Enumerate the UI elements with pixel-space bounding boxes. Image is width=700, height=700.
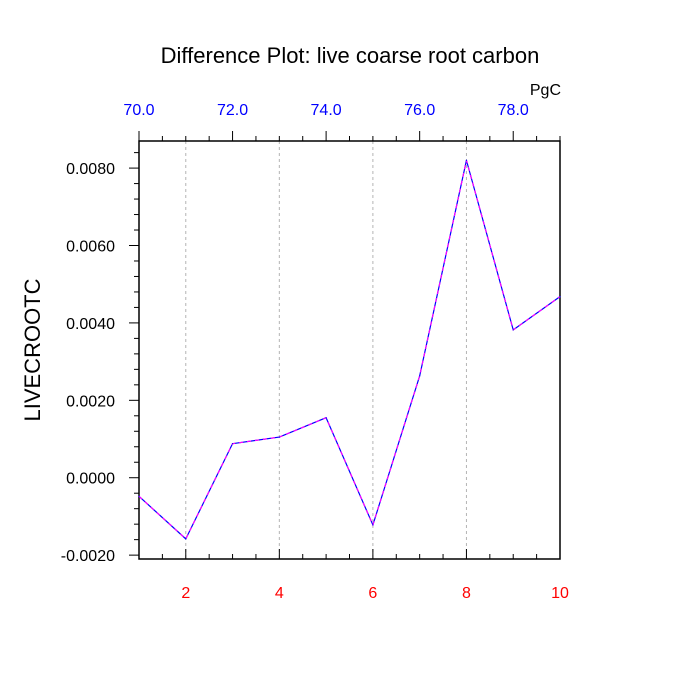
data-point: [325, 417, 327, 419]
series-line-dashed: [138, 160, 561, 540]
x-tick-label: 4: [275, 585, 284, 602]
x-tick-label: 2: [181, 585, 190, 602]
grid-lines: [185, 141, 467, 559]
y-tick-label: 0.0060: [66, 239, 115, 256]
data-point: [185, 538, 187, 540]
axis-ticks: [129, 131, 561, 559]
chart-title: Difference Plot: live coarse root carbon: [161, 43, 540, 68]
top-tick-label: 74.0: [311, 102, 342, 119]
top-tick-label: 70.0: [123, 102, 154, 119]
y-tick-label: 0.0020: [66, 393, 115, 410]
data-point: [512, 329, 514, 331]
x-tick-label: 10: [551, 585, 569, 602]
units-label: PgC: [530, 82, 561, 99]
y-tick-label: 0.0000: [66, 471, 115, 488]
plot-frame: [138, 140, 561, 560]
y-axis-label: LIVECROOTC: [20, 278, 45, 421]
tick-labels: 2 4 6 8 10 70.0 72.0 74.0 76.0 78.0 -0.0020 0.0000 0…: [61, 102, 569, 602]
y-tick-label: -0.0020: [61, 548, 115, 565]
y-tick-label: 0.0080: [66, 161, 115, 178]
data-point: [231, 443, 234, 445]
data-point: [465, 159, 468, 161]
top-tick-label: 76.0: [404, 102, 435, 119]
y-tick-label: 0.0040: [66, 316, 115, 333]
series-line: [138, 159, 561, 540]
series-lines: [138, 159, 561, 540]
data-point: [559, 295, 561, 298]
data-point: [372, 524, 374, 526]
top-tick-label: 78.0: [498, 102, 529, 119]
data-point: [419, 375, 421, 377]
data-point: [138, 495, 140, 497]
x-tick-label: 6: [368, 585, 377, 602]
x-tick-label: 8: [462, 585, 471, 602]
data-point: [278, 436, 280, 438]
top-tick-label: 72.0: [217, 102, 248, 119]
